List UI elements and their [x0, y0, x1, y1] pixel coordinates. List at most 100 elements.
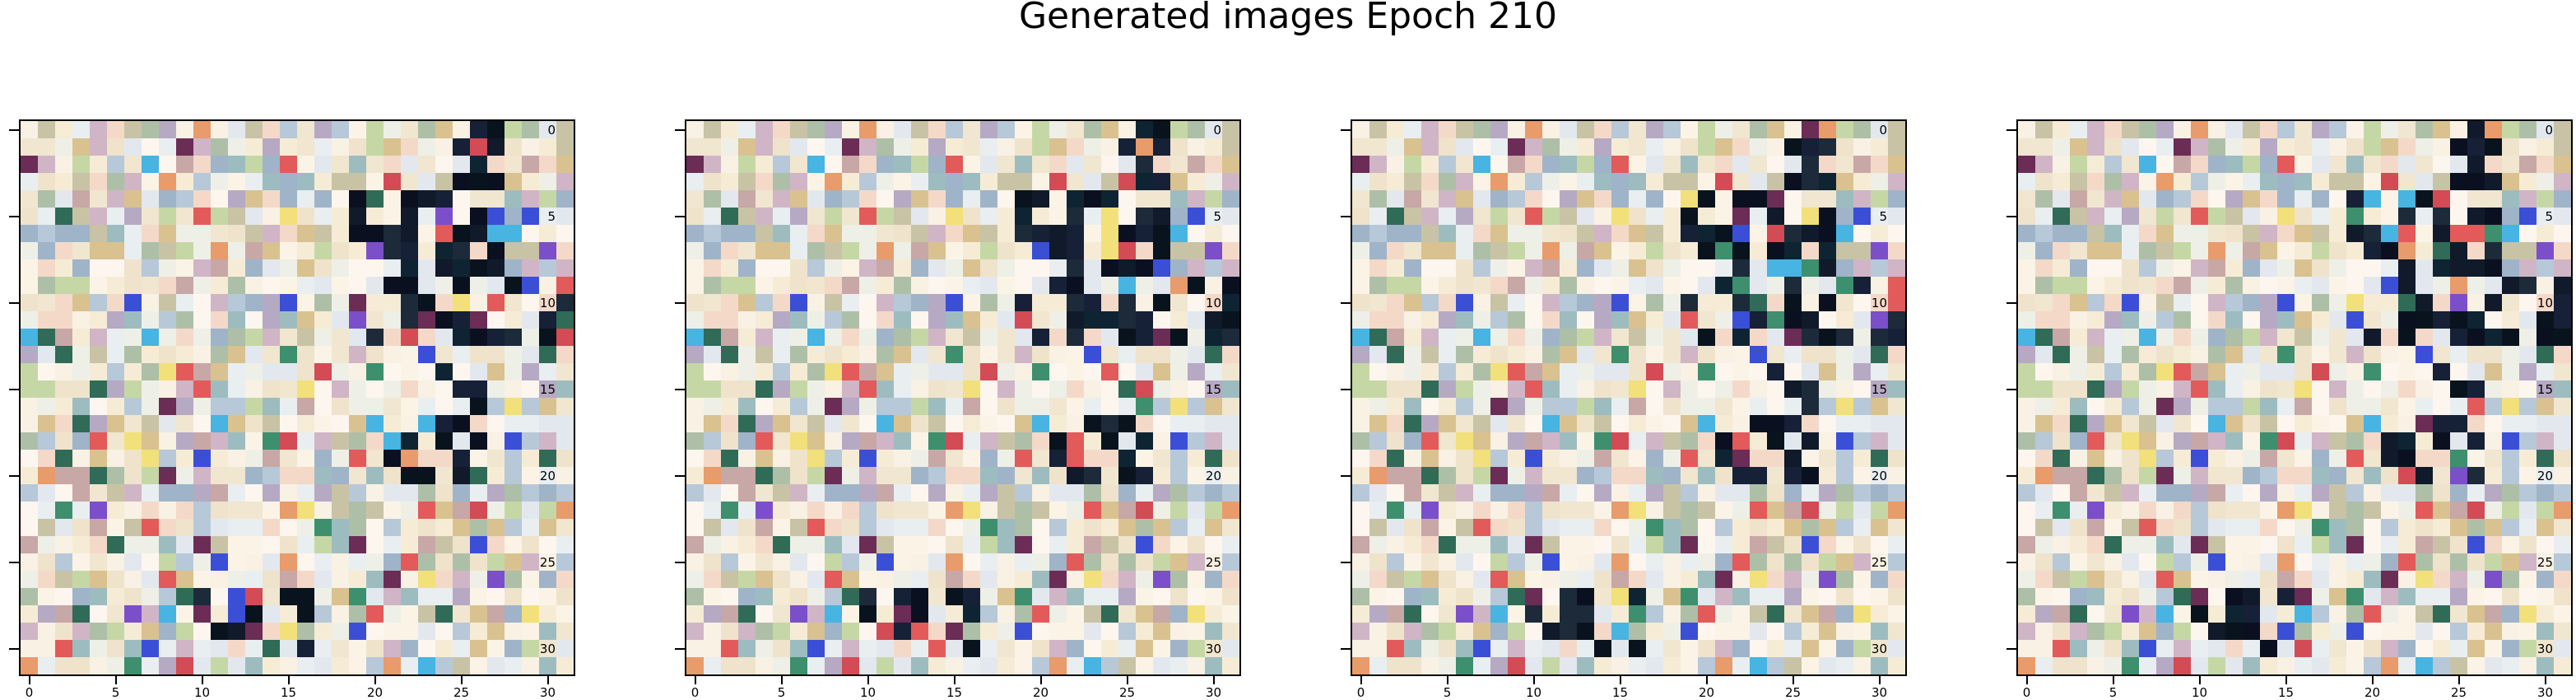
pixel-cell: [1439, 432, 1457, 450]
pixel-cell: [2191, 138, 2209, 156]
pixel-cell: [2277, 484, 2295, 502]
pixel-cell: [1456, 121, 1474, 139]
pixel-cell: [825, 432, 843, 450]
pixel-cell: [2295, 640, 2313, 658]
pixel-cell: [1439, 259, 1457, 278]
pixel-cell: [1473, 225, 1491, 243]
pixel-cell: [55, 640, 73, 658]
pixel-cell: [2174, 225, 2192, 243]
pixel-cell: [211, 657, 229, 674]
pixel-cell: [1784, 553, 1802, 572]
pixel-cell: [1136, 588, 1154, 606]
pixel-cell: [980, 277, 998, 295]
pixel-cell: [90, 588, 108, 606]
pixel-cell: [1508, 173, 1526, 191]
pixel-cell: [1508, 259, 1526, 278]
pixel-cell: [756, 657, 774, 674]
pixel-cell: [790, 536, 808, 554]
pixel-cell: [1352, 173, 1370, 191]
pixel-cell: [1577, 208, 1595, 226]
pixel-cell: [997, 536, 1016, 554]
pixel-cell: [2467, 259, 2485, 278]
pixel-cell: [2277, 380, 2295, 399]
pixel-cell: [401, 190, 419, 208]
pixel-cell: [738, 242, 756, 260]
pixel-cell: [1015, 277, 1033, 295]
pixel-cell: [1698, 311, 1716, 329]
pixel-cell: [738, 553, 756, 572]
pixel-cell: [159, 415, 177, 433]
pixel-cell: [2018, 277, 2036, 295]
pixel-cell: [470, 588, 488, 606]
pixel-cell: [1421, 484, 1439, 502]
pixel-cell: [1767, 467, 1785, 485]
pixel-cell: [1750, 519, 1768, 537]
pixel-cell: [1032, 588, 1050, 606]
pixel-cell: [1802, 156, 1820, 174]
pixel-cell: [2450, 294, 2468, 312]
pixel-cell: [2364, 605, 2382, 623]
pixel-cell: [2467, 208, 2485, 226]
pixel-cell: [825, 571, 843, 589]
pixel-cell: [556, 277, 574, 295]
pixel-cell: [1802, 553, 1820, 572]
pixel-cell: [418, 623, 436, 641]
pixel-cell: [1170, 640, 1188, 658]
pixel-cell: [2450, 311, 2468, 329]
pixel-cell: [1663, 605, 1681, 623]
pixel-cell: [1836, 536, 1854, 554]
pixel-cell: [72, 519, 91, 537]
pixel-cell: [1153, 380, 1171, 399]
pixel-cell: [2139, 640, 2157, 658]
pixel-cell: [1836, 208, 1854, 226]
pixel-cell: [1352, 415, 1370, 433]
pixel-cell: [1222, 657, 1239, 674]
pixel-cell: [55, 346, 73, 364]
pixel-cell: [1404, 156, 1422, 174]
pixel-cell: [790, 398, 808, 416]
pixel-cell: [1853, 259, 1872, 278]
pixel-cell: [1888, 156, 1905, 174]
pixel-cell: [1170, 605, 1188, 623]
pixel-cell: [2554, 311, 2571, 329]
pixel-cell: [107, 432, 125, 450]
pixel-cell: [470, 190, 488, 208]
pixel-cell: [2329, 484, 2347, 502]
pixel-cell: [773, 484, 791, 502]
pixel-cell: [384, 329, 402, 347]
pixel-cell: [2398, 329, 2416, 347]
pixel-cell: [193, 553, 212, 572]
pixel-cell: [1560, 519, 1578, 537]
pixel-cell: [522, 363, 540, 381]
pixel-cell: [1698, 502, 1716, 520]
pixel-cell: [349, 588, 367, 606]
pixel-cell: [228, 190, 246, 208]
pixel-cell: [2554, 294, 2571, 312]
pixel-cell: [263, 484, 281, 502]
pixel-cell: [928, 225, 946, 243]
pixel-cell: [1715, 415, 1733, 433]
pixel-cell: [2070, 346, 2088, 364]
pixel-cell: [2536, 208, 2555, 226]
pixel-cell: [1136, 415, 1154, 433]
pixel-cell: [522, 450, 540, 468]
pixel-cell: [505, 225, 523, 243]
pixel-cell: [1525, 329, 1543, 347]
pixel-cell: [280, 277, 298, 295]
pixel-cell: [2260, 346, 2278, 364]
pixel-cell: [963, 536, 981, 554]
pixel-cell: [2018, 398, 2036, 416]
pixel-cell: [366, 138, 384, 156]
pixel-cell: [1784, 380, 1802, 399]
pixel-cell: [1404, 294, 1422, 312]
pixel-cell: [686, 329, 704, 347]
pixel-cell: [21, 623, 39, 641]
pixel-cell: [1404, 450, 1422, 468]
pixel-cell: [859, 640, 877, 658]
pixel-cell: [2433, 588, 2451, 606]
pixel-cell: [807, 415, 825, 433]
pixel-cell: [556, 415, 574, 433]
pixel-cell: [1853, 484, 1872, 502]
pixel-cell: [2433, 502, 2451, 520]
pixel-cell: [211, 121, 229, 139]
